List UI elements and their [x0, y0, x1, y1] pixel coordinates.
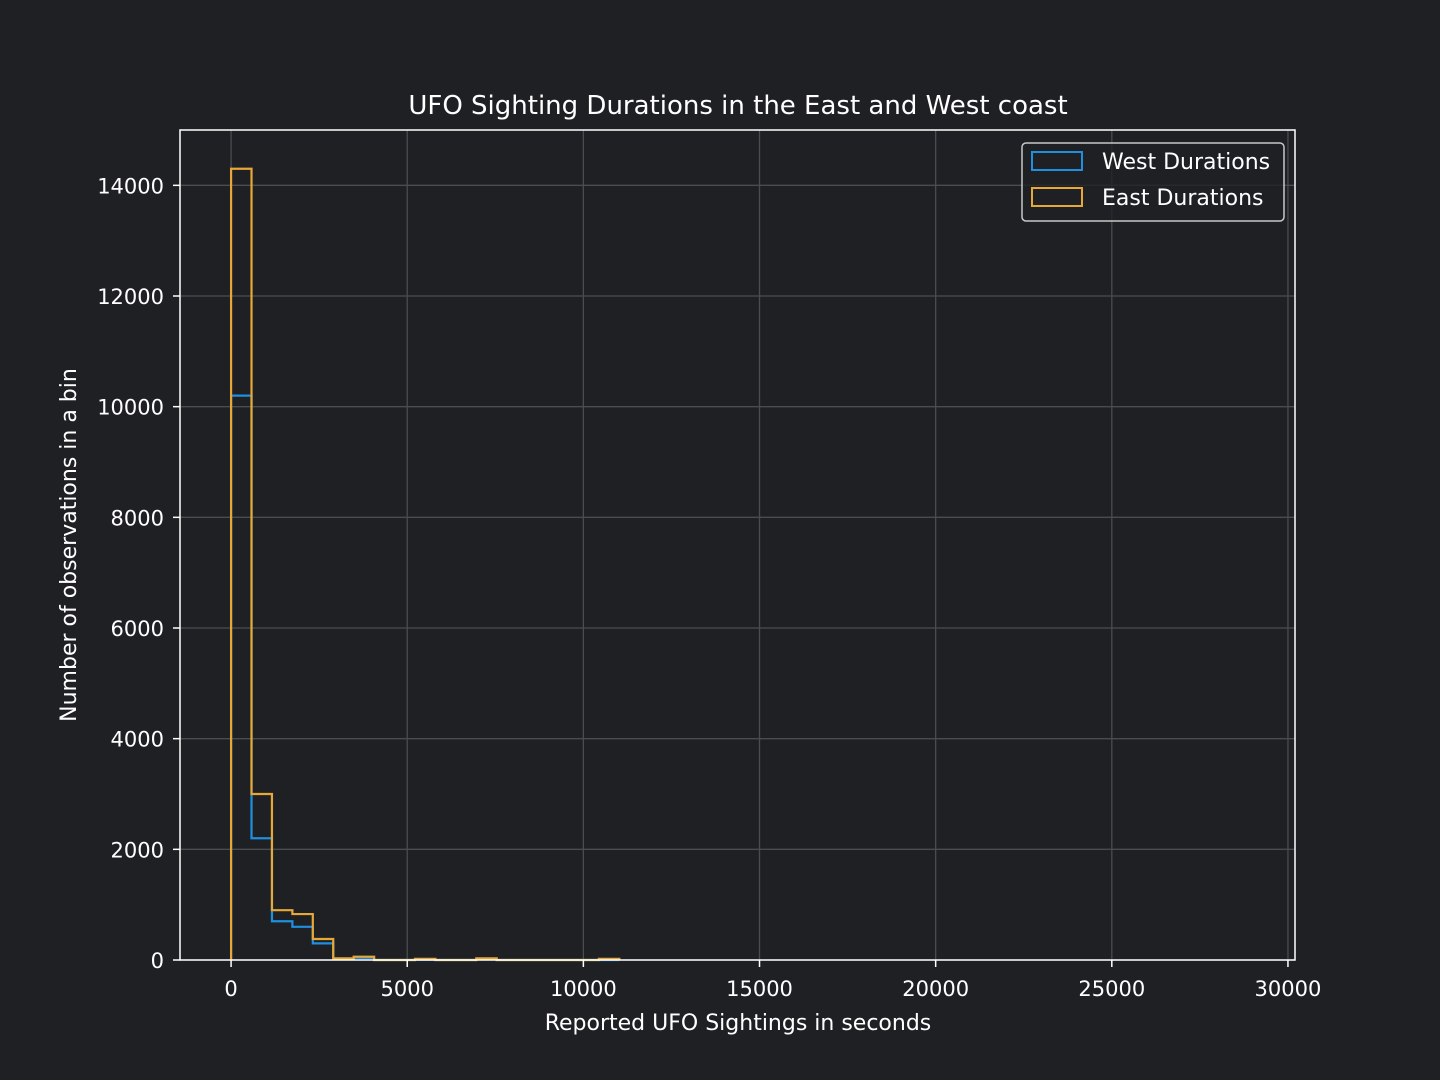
y-tick-label: 12000 [97, 285, 164, 309]
legend-swatch-west [1031, 151, 1083, 171]
x-tick-label: 20000 [902, 977, 969, 1001]
legend-label-east: East Durations [1102, 186, 1263, 211]
plot-frame [179, 129, 1296, 961]
histogram-series [229, 167, 621, 962]
x-axis-ticks: 0 5000 10000 15000 20000 25000 30000 [224, 960, 1321, 1001]
x-tick-label: 5000 [381, 977, 434, 1001]
y-tick-label: 0 [151, 949, 164, 973]
x-axis-label: Reported UFO Sightings in seconds [545, 1011, 932, 1036]
y-tick-label: 4000 [111, 728, 164, 752]
x-tick-label: 15000 [726, 977, 793, 1001]
legend-box [1021, 142, 1285, 222]
y-axis-label: Number of observations in a bin [57, 368, 82, 722]
legend-swatch-east [1031, 187, 1083, 207]
y-tick-label: 2000 [111, 838, 164, 862]
grid-lines [180, 130, 1295, 961]
y-tick-label: 14000 [97, 174, 164, 198]
x-tick-label: 25000 [1078, 977, 1145, 1001]
histogram-step-east-durations [229, 167, 621, 962]
histogram-step-west-durations [229, 394, 620, 962]
y-tick-label: 10000 [97, 396, 164, 420]
y-tick-label: 6000 [111, 617, 164, 641]
legend-label-west: West Durations [1102, 150, 1270, 175]
x-tick-label: 0 [224, 977, 237, 1001]
y-tick-label: 8000 [111, 506, 164, 530]
chart-title: UFO Sighting Durations in the East and W… [408, 91, 1067, 121]
y-axis-ticks: 0 2000 4000 6000 8000 10000 12000 14000 [97, 174, 180, 973]
legend: West Durations East Durations [1021, 142, 1285, 222]
x-tick-label: 10000 [550, 977, 617, 1001]
x-tick-label: 30000 [1255, 977, 1322, 1001]
